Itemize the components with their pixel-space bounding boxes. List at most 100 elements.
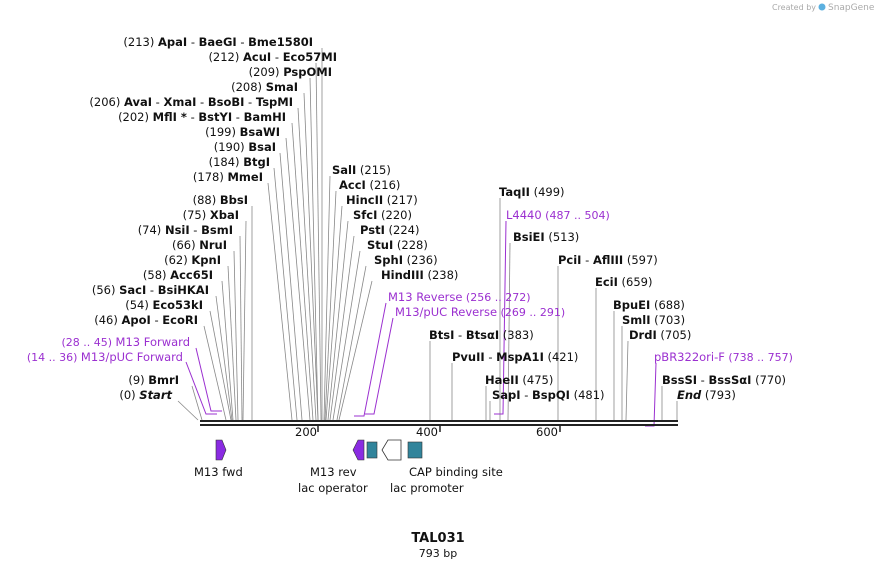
m13-rev-arrow-icon[interactable] [352,439,365,461]
site-label-taqii[interactable]: TaqII (499) [499,185,565,199]
primer-range: (487 .. 504) [542,209,610,222]
site-label-drdi[interactable]: DrdI (705) [629,328,691,342]
site-label-end[interactable]: End (793) [677,388,736,402]
site-label-btgi[interactable]: (184) BtgI [209,155,270,169]
site-label-apoi[interactable]: (46) ApoI - EcoRI [94,313,198,327]
enzyme-name: BstYI [198,110,232,124]
site-label-apai[interactable]: (213) ApaI - BaeGI - Bme1580I [123,35,313,49]
site-label-btsi[interactable]: BtsI - BtsαI (383) [429,328,534,342]
enzyme-name: ApaI [158,35,187,49]
site-position: (54) [125,298,152,312]
tick-400: 400 [416,425,438,439]
site-label-acc65i[interactable]: (58) Acc65I [143,268,213,282]
enzyme-name: BsaWI [240,125,280,139]
site-position: (206) [89,95,124,109]
site-label-hincii[interactable]: HincII (217) [346,193,418,207]
map-title: TAL031 [411,531,464,546]
site-label-smai[interactable]: (208) SmaI [231,80,298,94]
site-label-ecii[interactable]: EciI (659) [595,275,653,289]
site-label-sphi[interactable]: SphI (236) [374,253,438,267]
site-label-mfli[interactable]: (202) MflI * - BstYI - BamHI [118,110,286,124]
enzyme-name: PciI [558,253,581,267]
site-label-haeii[interactable]: HaeII (475) [485,373,553,387]
site-label-stui[interactable]: StuI (228) [367,238,428,252]
site-label-pvuii[interactable]: PvuII - MspA1I (421) [452,350,578,364]
lac-operator-box[interactable] [366,441,378,459]
site-label-bsiei[interactable]: BsiEI (513) [513,230,579,244]
site-position: (178) [193,170,228,184]
enzyme-name: BaeGI [199,35,237,49]
site-label-bmri[interactable]: (9) BmrI [128,373,179,387]
enzyme-name: HindIII [381,268,424,282]
cap-binding-site-box[interactable] [407,441,423,459]
site-label-bsawi[interactable]: (199) BsaWI [205,125,280,139]
enzyme-name: Start [139,388,172,402]
primer-label-l4440[interactable]: L4440 (487 .. 504) [506,208,610,222]
enzyme-name: BsmI [201,223,233,237]
enzyme-name: SacI [119,283,146,297]
backbone-top [200,420,678,422]
site-label-kpni[interactable]: (62) KpnI [164,253,221,267]
site-label-pspomi[interactable]: (209) PspOMI [249,65,332,79]
site-label-hindiii[interactable]: HindIII (238) [381,268,458,282]
enzyme-name: BbsI [220,193,248,207]
site-label-eco53ki[interactable]: (54) Eco53kI [125,298,203,312]
enzyme-name: DrdI [629,328,657,342]
site-label-saci[interactable]: (56) SacI - BsiHKAI [92,283,209,297]
site-label-start[interactable]: (0) Start [119,388,172,402]
enzyme-name: AcuI [243,50,271,64]
feature-lac-promoter-label: lac promoter [390,481,464,495]
site-label-xbai[interactable]: (75) XbaI [183,208,239,222]
enzyme-name: BtsI [429,328,454,342]
site-label-nsii[interactable]: (74) NsiI - BsmI [138,223,233,237]
site-label-sfci[interactable]: SfcI (220) [353,208,412,222]
primer-label-m13forward[interactable]: (28 .. 45) M13 Forward [61,335,190,349]
enzyme-name: NruI [199,238,227,252]
enzyme-name: StuI [367,238,393,252]
site-position: (66) [172,238,199,252]
enzyme-name: MmeI [227,170,263,184]
primer-label-m13reverse[interactable]: M13 Reverse (256 .. 272) [388,290,531,304]
site-position: (688) [650,298,685,312]
enzyme-name: Bme1580I [248,35,313,49]
enzyme-name: Eco57MI [283,50,337,64]
enzyme-name: BsoBI [208,95,245,109]
site-label-psti[interactable]: PstI (224) [360,223,419,237]
primer-label-pbr322orif[interactable]: pBR322ori-F (738 .. 757) [654,350,793,364]
site-position: (499) [530,185,565,199]
site-label-acui[interactable]: (212) AcuI - Eco57MI [208,50,337,64]
enzyme-name: BssSI [662,373,697,387]
site-position: (46) [94,313,121,327]
site-label-avai[interactable]: (206) AvaI - XmaI - BsoBI - TspMI [89,95,293,109]
site-label-bsssi[interactable]: BssSI - BssSαI (770) [662,373,786,387]
site-position: (217) [383,193,418,207]
primer-label-m13pucreverse[interactable]: M13/pUC Reverse (269 .. 291) [395,305,565,319]
site-label-sali[interactable]: SalI (215) [332,163,391,177]
lac-promoter-arrow-icon[interactable] [381,439,402,461]
site-label-bsai[interactable]: (190) BsaI [214,140,276,154]
site-label-nrui[interactable]: (66) NruI [172,238,227,252]
site-label-smli[interactable]: SmlI (703) [622,313,685,327]
primer-range: (14 .. 36) [27,351,81,364]
site-position: (659) [618,275,653,289]
primer-range: (269 .. 291) [497,306,565,319]
m13-fwd-arrow-icon[interactable] [215,439,227,461]
primer-range: (256 .. 272) [462,291,530,304]
site-label-sapi[interactable]: SapI - BspQI (481) [492,388,605,402]
enzyme-name: SalI [332,163,356,177]
site-position: (421) [544,350,579,364]
site-position: (475) [519,373,554,387]
site-label-bbsi[interactable]: (88) BbsI [193,193,248,207]
site-label-acci[interactable]: AccI (216) [339,178,400,192]
enzyme-name: BtgI [243,155,270,169]
site-label-bpuei[interactable]: BpuEI (688) [613,298,685,312]
enzyme-name: PvuII [452,350,485,364]
site-label-pcii[interactable]: PciI - AflIII (597) [558,253,658,267]
site-position: (228) [393,238,428,252]
site-position: (215) [356,163,391,177]
primer-label-m13pucforward[interactable]: (14 .. 36) M13/pUC Forward [27,350,183,364]
enzyme-name: HincII [346,193,383,207]
site-label-mmei[interactable]: (178) MmeI [193,170,263,184]
feature-m13-rev-label: M13 rev [310,465,357,479]
site-position: (213) [123,35,158,49]
